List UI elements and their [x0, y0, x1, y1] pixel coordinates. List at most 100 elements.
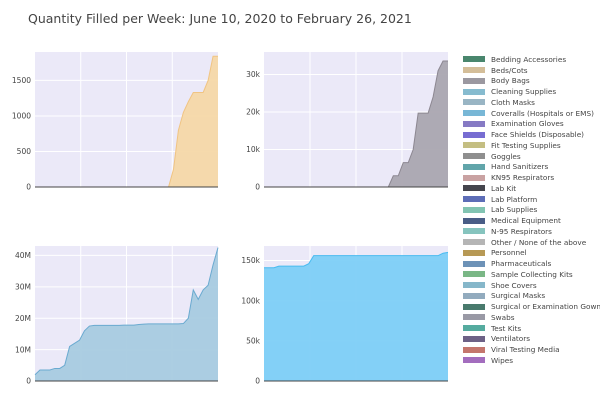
legend-item[interactable]: Beds/Cots [463, 65, 600, 76]
legend-label: Body Bags [491, 76, 530, 86]
legend-swatch [463, 88, 485, 95]
legend-label: Cleaning Supplies [491, 87, 557, 97]
legend-item[interactable]: KN95 Respirators [463, 172, 600, 183]
legend-label: Goggles [491, 151, 521, 161]
legend-label: Lab Platform [491, 194, 538, 204]
legend-item[interactable]: Medical Equipment [463, 215, 600, 226]
legend-item[interactable]: Lab Kit [463, 183, 600, 194]
legend-swatch [463, 56, 485, 63]
legend-label: Test Kits [491, 323, 522, 333]
legend-item[interactable]: Cleaning Supplies [463, 86, 600, 97]
legend-item[interactable]: Wipes [463, 355, 600, 366]
legend-swatch [463, 99, 485, 106]
legend-item[interactable]: Cloth Masks [463, 97, 600, 108]
legend-label: Sample Collecting Kits [491, 269, 573, 279]
legend-label: Ventilators [491, 334, 531, 344]
y-tick-label: 10k [246, 145, 261, 154]
legend-swatch [463, 228, 485, 235]
y-tick-label: 50k [246, 337, 261, 346]
legend-swatch [463, 303, 485, 310]
legend-swatch [463, 325, 485, 332]
legend-item[interactable]: Ventilators [463, 334, 600, 345]
legend-swatch [463, 120, 485, 127]
legend-item[interactable]: Viral Testing Media [463, 344, 600, 355]
legend-item[interactable]: Face Shields (Disposable) [463, 129, 600, 140]
legend-swatch [463, 110, 485, 117]
legend-swatch [463, 67, 485, 74]
legend-label: Wipes [491, 355, 514, 365]
area-series [35, 247, 218, 381]
legend-swatch [463, 174, 485, 181]
legend-label: Pharmaceuticals [491, 259, 552, 269]
legend-swatch [463, 314, 485, 321]
legend-item[interactable]: Surgical or Examination Gowns [463, 301, 600, 312]
legend-label: Bedding Accessories [491, 54, 567, 64]
subplot-top-left: 0 500 1000 1500 [12, 52, 218, 192]
subplots-area: 0 500 1000 1500 0 10k 20k 30k 0 10M 20M 30M 40M 0 50k 1… [12, 52, 449, 386]
legend-item[interactable]: Lab Platform [463, 194, 600, 205]
legend-item[interactable]: Surgical Masks [463, 291, 600, 302]
legend-item[interactable]: Personnel [463, 248, 600, 259]
legend-label: Hand Sanitizers [491, 162, 549, 172]
legend-swatch [463, 206, 485, 213]
legend-item[interactable]: Shoe Covers [463, 280, 600, 291]
legend-item[interactable]: Other / None of the above [463, 237, 600, 248]
series-line [264, 251, 449, 269]
legend-item[interactable]: Fit Testing Supplies [463, 140, 600, 151]
subplot-top-right: 0 10k 20k 30k [246, 52, 448, 192]
legend-swatch [463, 131, 485, 138]
legend-label: N-95 Respirators [491, 226, 552, 236]
area-series [35, 56, 218, 188]
legend-item[interactable]: Sample Collecting Kits [463, 269, 600, 280]
y-tick-label: 0 [255, 377, 260, 386]
legend-swatch [463, 239, 485, 246]
y-tick-label: 150k [241, 256, 260, 265]
legend-label: Medical Equipment [491, 216, 561, 226]
legend-swatch [463, 357, 485, 364]
legend-label: KN95 Respirators [491, 173, 555, 183]
legend-item[interactable]: Examination Gloves [463, 119, 600, 130]
legend-swatch [463, 142, 485, 149]
legend-item[interactable]: Pharmaceuticals [463, 258, 600, 269]
y-tick-label: 0 [255, 183, 260, 192]
legend-swatch [463, 217, 485, 224]
legend-swatch [463, 196, 485, 203]
legend-label: Other / None of the above [491, 237, 587, 247]
legend-item[interactable]: Goggles [463, 151, 600, 162]
legend-label: Lab Kit [491, 183, 517, 193]
legend-label: Beds/Cots [491, 65, 528, 75]
y-tick-label: 40M [15, 251, 31, 260]
legend-swatch [463, 249, 485, 256]
legend-item[interactable]: Coveralls (Hospitals or EMS) [463, 108, 600, 119]
legend-label: Face Shields (Disposable) [491, 130, 585, 140]
subplot-bottom-right: 0 50k 100k 150k [241, 246, 449, 386]
y-tick-label: 30k [246, 70, 261, 79]
legend-item[interactable]: Test Kits [463, 323, 600, 334]
legend-label: Cloth Masks [491, 97, 535, 107]
legend-item[interactable]: Bedding Accessories [463, 54, 600, 65]
legend: Bedding Accessories Beds/Cots Body Bags Cle… [463, 54, 600, 366]
legend-swatch [463, 260, 485, 267]
legend-swatch [463, 185, 485, 192]
legend-item[interactable]: N-95 Respirators [463, 226, 600, 237]
legend-item[interactable]: Swabs [463, 312, 600, 323]
legend-label: Swabs [491, 312, 515, 322]
legend-swatch [463, 271, 485, 278]
legend-swatch [463, 153, 485, 160]
chart-title: Quantity Filled per Week: June 10, 2020 … [28, 11, 412, 26]
legend-item[interactable]: Hand Sanitizers [463, 162, 600, 173]
legend-label: Personnel [491, 248, 527, 258]
legend-item[interactable]: Body Bags [463, 76, 600, 87]
y-tick-label: 30M [15, 283, 31, 292]
legend-swatch [463, 282, 485, 289]
area-series [264, 252, 448, 381]
legend-label: Viral Testing Media [491, 345, 560, 355]
y-tick-label: 10M [15, 345, 31, 354]
legend-swatch [463, 335, 485, 342]
y-tick-label: 1000 [12, 112, 31, 121]
y-tick-label: 100k [241, 296, 260, 305]
legend-item[interactable]: Lab Supplies [463, 205, 600, 216]
subplot-bottom-left: 0 10M 20M 30M 40M [15, 246, 219, 386]
legend-label: Fit Testing Supplies [491, 140, 561, 150]
y-tick-label: 0 [26, 183, 31, 192]
